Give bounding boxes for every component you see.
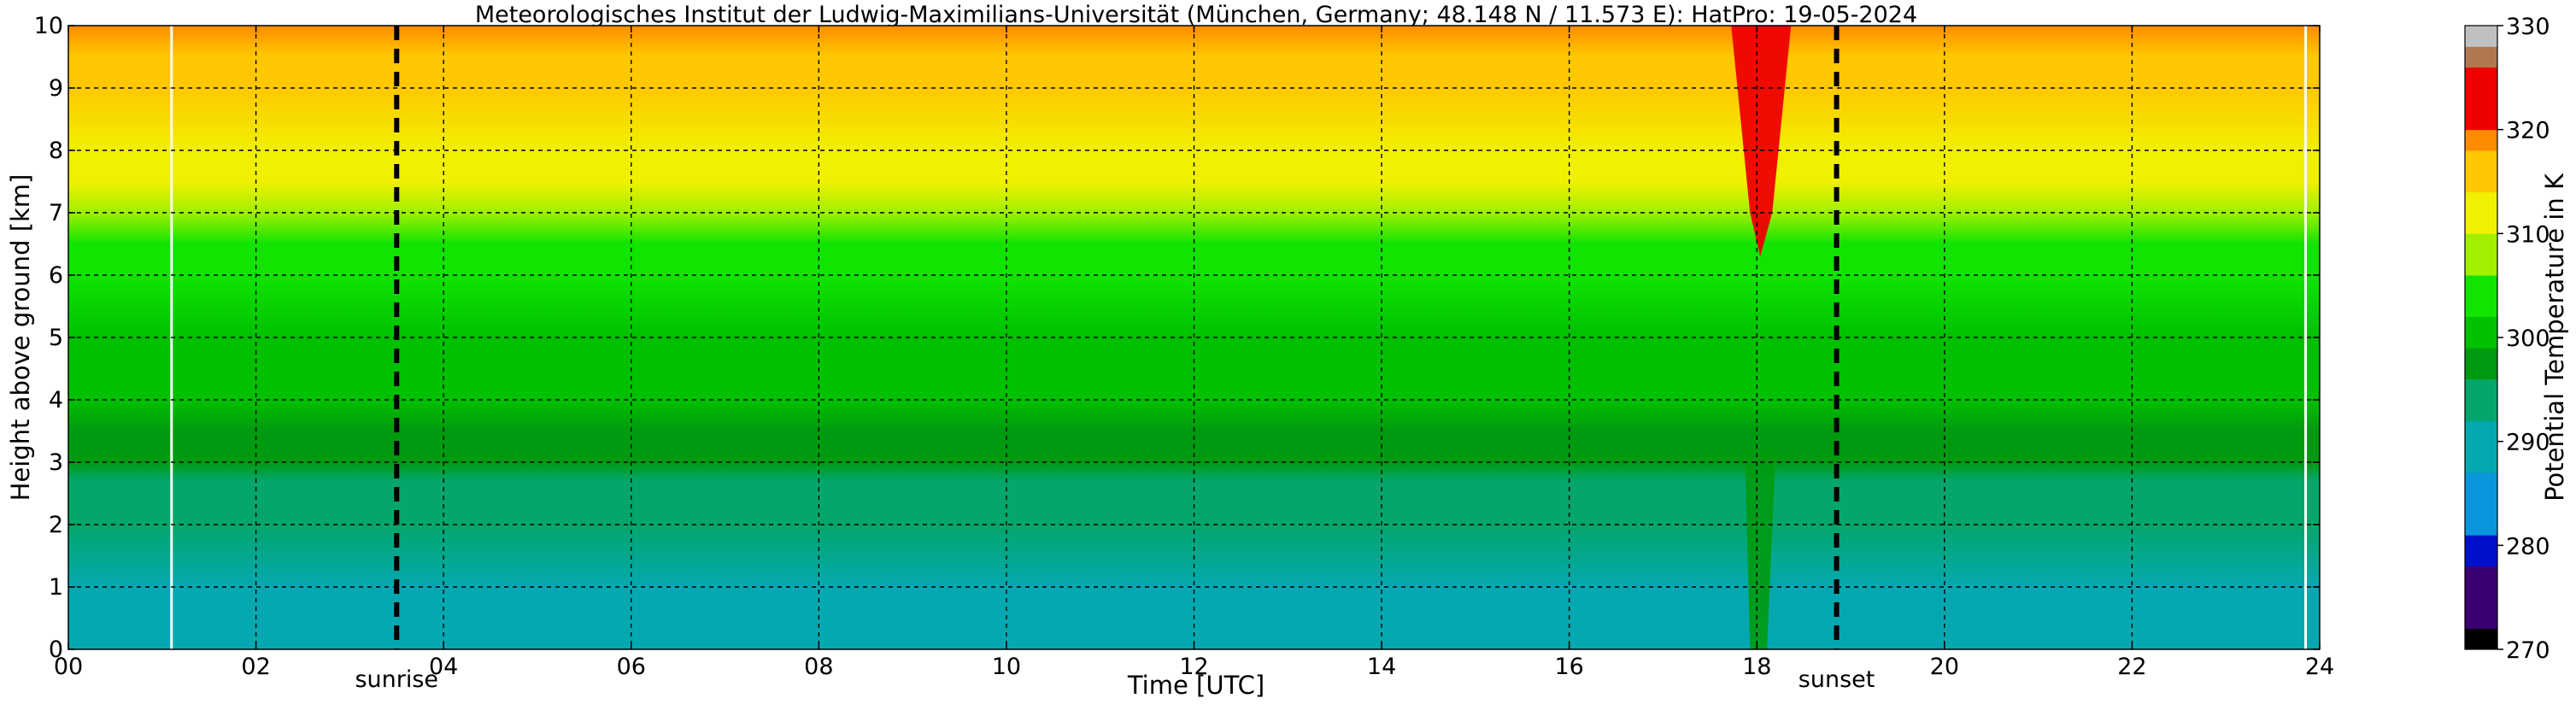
colorbar-segment [2465,191,2497,234]
sun-event-lines [394,26,1840,649]
y-tick-label: 4 [49,387,63,414]
colorbar-tick-label: 300 [2506,326,2550,352]
x-tick-label: 02 [241,654,270,680]
colorbar-tick-label: 330 [2506,14,2550,40]
x-tick-label: 06 [617,654,646,680]
x-tick-label: 00 [54,654,83,680]
colorbar-segment [2465,275,2497,318]
colorbar-segment [2465,472,2497,536]
y-tick-label: 0 [49,637,63,663]
colorbar-tick-label: 310 [2506,221,2550,248]
sunset-label: sunset [1799,666,1875,693]
grid-lines [68,26,2320,649]
y-tick-label: 9 [49,75,63,102]
anomaly-upper-plume [1731,26,1792,257]
y-tick-label: 5 [49,325,63,351]
colorbar-ticks: 270 280 290 300 310 320 330 [2497,14,2550,664]
x-tick-label: 16 [1554,654,1583,680]
x-axis-label: Time [UTC] [1127,671,1265,700]
colorbar-segment [2465,535,2497,567]
x-tick-label: 20 [1930,654,1959,680]
x-tick-label: 22 [2117,654,2146,680]
colorbar-segment [2465,26,2497,47]
colorbar-segment [2465,566,2497,630]
colorbar-segment [2465,150,2497,193]
y-tick-label: 10 [34,13,63,39]
x-tick-label: 10 [992,654,1021,680]
x-tick-label: 08 [804,654,833,680]
temperature-anomaly-plume [1731,26,1792,649]
y-axis-ticks: 0 1 2 3 4 5 6 7 8 9 10 [34,13,2320,663]
anomaly-lower-column [1745,449,1776,649]
colorbar-segment [2465,316,2497,349]
colorbar-segment [2465,46,2497,68]
y-tick-label: 6 [49,262,63,289]
colorbar-segment [2465,348,2497,380]
colorbar-segment [2465,233,2497,276]
sun-event-labels: sunrise sunset [355,666,1875,693]
y-tick-label: 3 [49,449,63,476]
colorbar-tick-label: 280 [2506,533,2550,560]
x-axis-ticks: 00 02 04 06 08 10 12 14 16 18 20 22 24 [54,26,2334,680]
colorbar-segment [2465,378,2497,421]
chart-title: Meteorologisches Institut der Ludwig-Max… [475,2,1917,28]
colorbar-segment [2465,420,2497,473]
y-tick-label: 2 [49,512,63,538]
colorbar [2465,26,2497,650]
colorbar-label: Potential Temperature in K [2540,173,2569,502]
x-tick-label: 18 [1742,654,1771,680]
colorbar-frame [2464,25,2498,650]
x-tick-label: 24 [2305,654,2334,680]
colorbar-segment [2465,67,2497,131]
colorbar-tick-label: 290 [2506,430,2550,456]
colorbar-tick-label: 320 [2506,118,2550,144]
x-tick-label: 04 [429,654,458,680]
colorbar-tick-label: 270 [2506,637,2550,664]
colorbar-segment [2465,628,2497,650]
y-axis-label: Height above ground [km] [6,174,35,502]
x-tick-label: 14 [1367,654,1396,680]
y-tick-label: 1 [49,574,63,601]
heatmap-plot-area [68,26,2320,649]
sunrise-label: sunrise [355,666,438,693]
colorbar-segment [2465,129,2497,151]
y-tick-label: 7 [49,200,63,226]
y-tick-label: 8 [49,138,63,164]
x-tick-label: 12 [1179,654,1208,680]
